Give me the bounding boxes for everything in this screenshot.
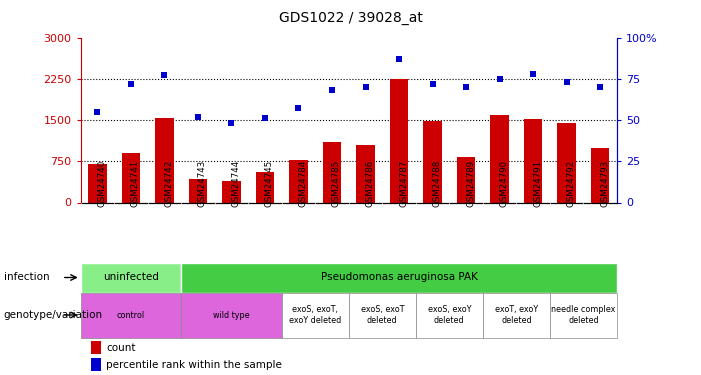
Text: genotype/variation: genotype/variation — [4, 310, 102, 320]
Text: GSM24742: GSM24742 — [165, 160, 173, 207]
Text: control: control — [117, 310, 145, 320]
Text: GSM24791: GSM24791 — [533, 160, 542, 207]
Bar — [222, 180, 240, 203]
Text: infection: infection — [4, 273, 49, 282]
Bar — [91, 358, 101, 371]
Point — [327, 87, 338, 93]
Bar — [290, 160, 308, 202]
Bar — [155, 118, 174, 202]
Point — [92, 109, 103, 115]
Text: count: count — [107, 343, 136, 353]
Text: exoT, exoY
deleted: exoT, exoY deleted — [495, 305, 538, 325]
Text: GSM24741: GSM24741 — [131, 160, 140, 207]
Text: GSM24745: GSM24745 — [265, 160, 274, 207]
Bar — [591, 148, 609, 202]
Bar — [88, 164, 107, 202]
Bar — [282, 292, 349, 338]
Point — [594, 84, 606, 90]
Bar — [416, 292, 483, 338]
Bar — [423, 121, 442, 202]
Bar — [181, 292, 282, 338]
Point — [427, 81, 438, 87]
Text: GSM24785: GSM24785 — [332, 160, 341, 207]
Point — [461, 84, 472, 90]
Text: exoS, exoT,
exoY deleted: exoS, exoT, exoY deleted — [289, 305, 341, 325]
Text: exoS, exoY
deleted: exoS, exoY deleted — [428, 305, 471, 325]
Point — [494, 76, 505, 82]
Text: exoS, exoT
deleted: exoS, exoT deleted — [360, 305, 404, 325]
Bar — [550, 292, 617, 338]
Text: wild type: wild type — [213, 310, 250, 320]
Point — [159, 72, 170, 78]
Text: uninfected: uninfected — [103, 273, 159, 282]
Text: GSM24744: GSM24744 — [231, 160, 240, 207]
Point — [360, 84, 371, 90]
Text: GSM24790: GSM24790 — [500, 160, 508, 207]
Point — [226, 120, 237, 126]
Bar — [256, 172, 274, 202]
Bar — [181, 262, 617, 292]
Bar — [189, 179, 207, 203]
Point — [393, 56, 404, 62]
Text: GSM24784: GSM24784 — [299, 160, 308, 207]
Text: needle complex
deleted: needle complex deleted — [551, 305, 615, 325]
Bar — [81, 262, 181, 292]
Bar — [322, 142, 341, 202]
Point — [561, 79, 572, 85]
Text: GSM24793: GSM24793 — [600, 160, 609, 207]
Point — [527, 71, 538, 77]
Point — [293, 105, 304, 111]
Point — [259, 116, 271, 122]
Bar — [122, 153, 140, 203]
Text: GSM24789: GSM24789 — [466, 160, 475, 207]
Text: GSM24787: GSM24787 — [399, 160, 408, 207]
Text: GSM24788: GSM24788 — [433, 160, 442, 207]
Bar — [91, 341, 101, 354]
Bar — [356, 145, 375, 202]
Text: GDS1022 / 39028_at: GDS1022 / 39028_at — [278, 11, 423, 25]
Text: GSM24743: GSM24743 — [198, 160, 207, 207]
Point — [192, 114, 203, 120]
Text: percentile rank within the sample: percentile rank within the sample — [107, 360, 283, 370]
Point — [125, 81, 137, 87]
Bar — [457, 157, 475, 203]
Text: GSM24740: GSM24740 — [97, 160, 107, 207]
Bar — [349, 292, 416, 338]
Text: Pseudomonas aeruginosa PAK: Pseudomonas aeruginosa PAK — [320, 273, 477, 282]
Bar — [390, 79, 408, 203]
Bar — [557, 123, 576, 202]
Bar — [524, 120, 543, 202]
Bar — [81, 292, 181, 338]
Bar — [491, 114, 509, 202]
Text: GSM24792: GSM24792 — [566, 160, 576, 207]
Text: GSM24786: GSM24786 — [365, 160, 374, 207]
Bar — [483, 292, 550, 338]
